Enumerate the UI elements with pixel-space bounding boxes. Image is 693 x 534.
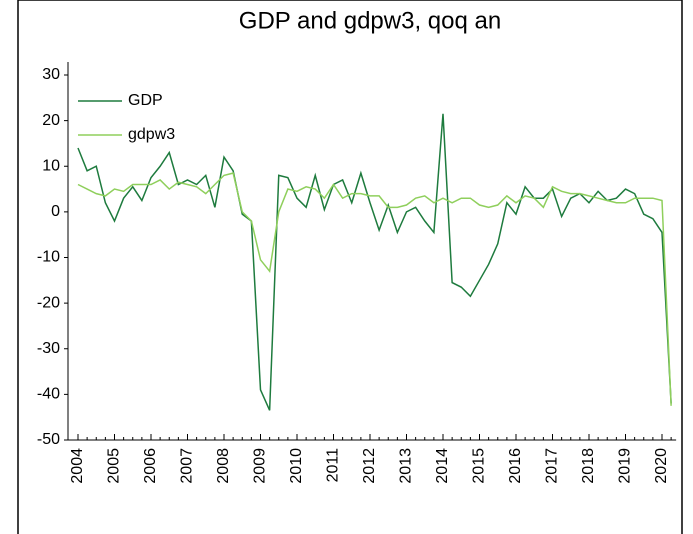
y-tick-label: 0 — [51, 203, 60, 220]
x-tick-label: 2015 — [471, 448, 488, 484]
x-tick-label: 2014 — [434, 448, 451, 484]
legend-label: gdpw3 — [128, 126, 175, 143]
y-tick-label: -10 — [37, 249, 60, 266]
x-tick-label: 2006 — [142, 448, 159, 484]
line-series — [77, 172, 672, 406]
x-tick-label: 2020 — [653, 448, 670, 484]
x-tick-label: 2018 — [580, 448, 597, 484]
x-tick-label: 2016 — [507, 448, 524, 484]
legend-label: GDP — [128, 92, 163, 109]
x-tick-label: 2012 — [361, 448, 378, 484]
x-tick-label: 2013 — [398, 448, 415, 484]
x-tick-label: 2004 — [69, 448, 86, 484]
y-tick-label: -20 — [37, 294, 60, 311]
y-tick-label: 10 — [42, 157, 60, 174]
frame — [17, 0, 683, 534]
y-tick-label: -50 — [37, 431, 60, 448]
x-tick-label: 2009 — [252, 448, 269, 484]
x-tick-label: 2008 — [215, 448, 232, 484]
y-tick-label: 20 — [42, 112, 60, 129]
x-tick-label: 2007 — [179, 448, 196, 484]
line-series — [77, 113, 672, 411]
chart-title: GDP and gdpw3, qoq an — [239, 7, 501, 34]
x-tick-label: 2011 — [325, 448, 342, 483]
y-tick-label: -40 — [37, 386, 60, 403]
y-tick-label: 30 — [42, 66, 60, 83]
y-tick-label: -30 — [37, 340, 60, 357]
x-tick-label: 2017 — [544, 448, 561, 484]
x-tick-label: 2005 — [106, 448, 123, 484]
x-tick-label: 2010 — [288, 448, 305, 484]
x-tick-label: 2019 — [617, 448, 634, 484]
